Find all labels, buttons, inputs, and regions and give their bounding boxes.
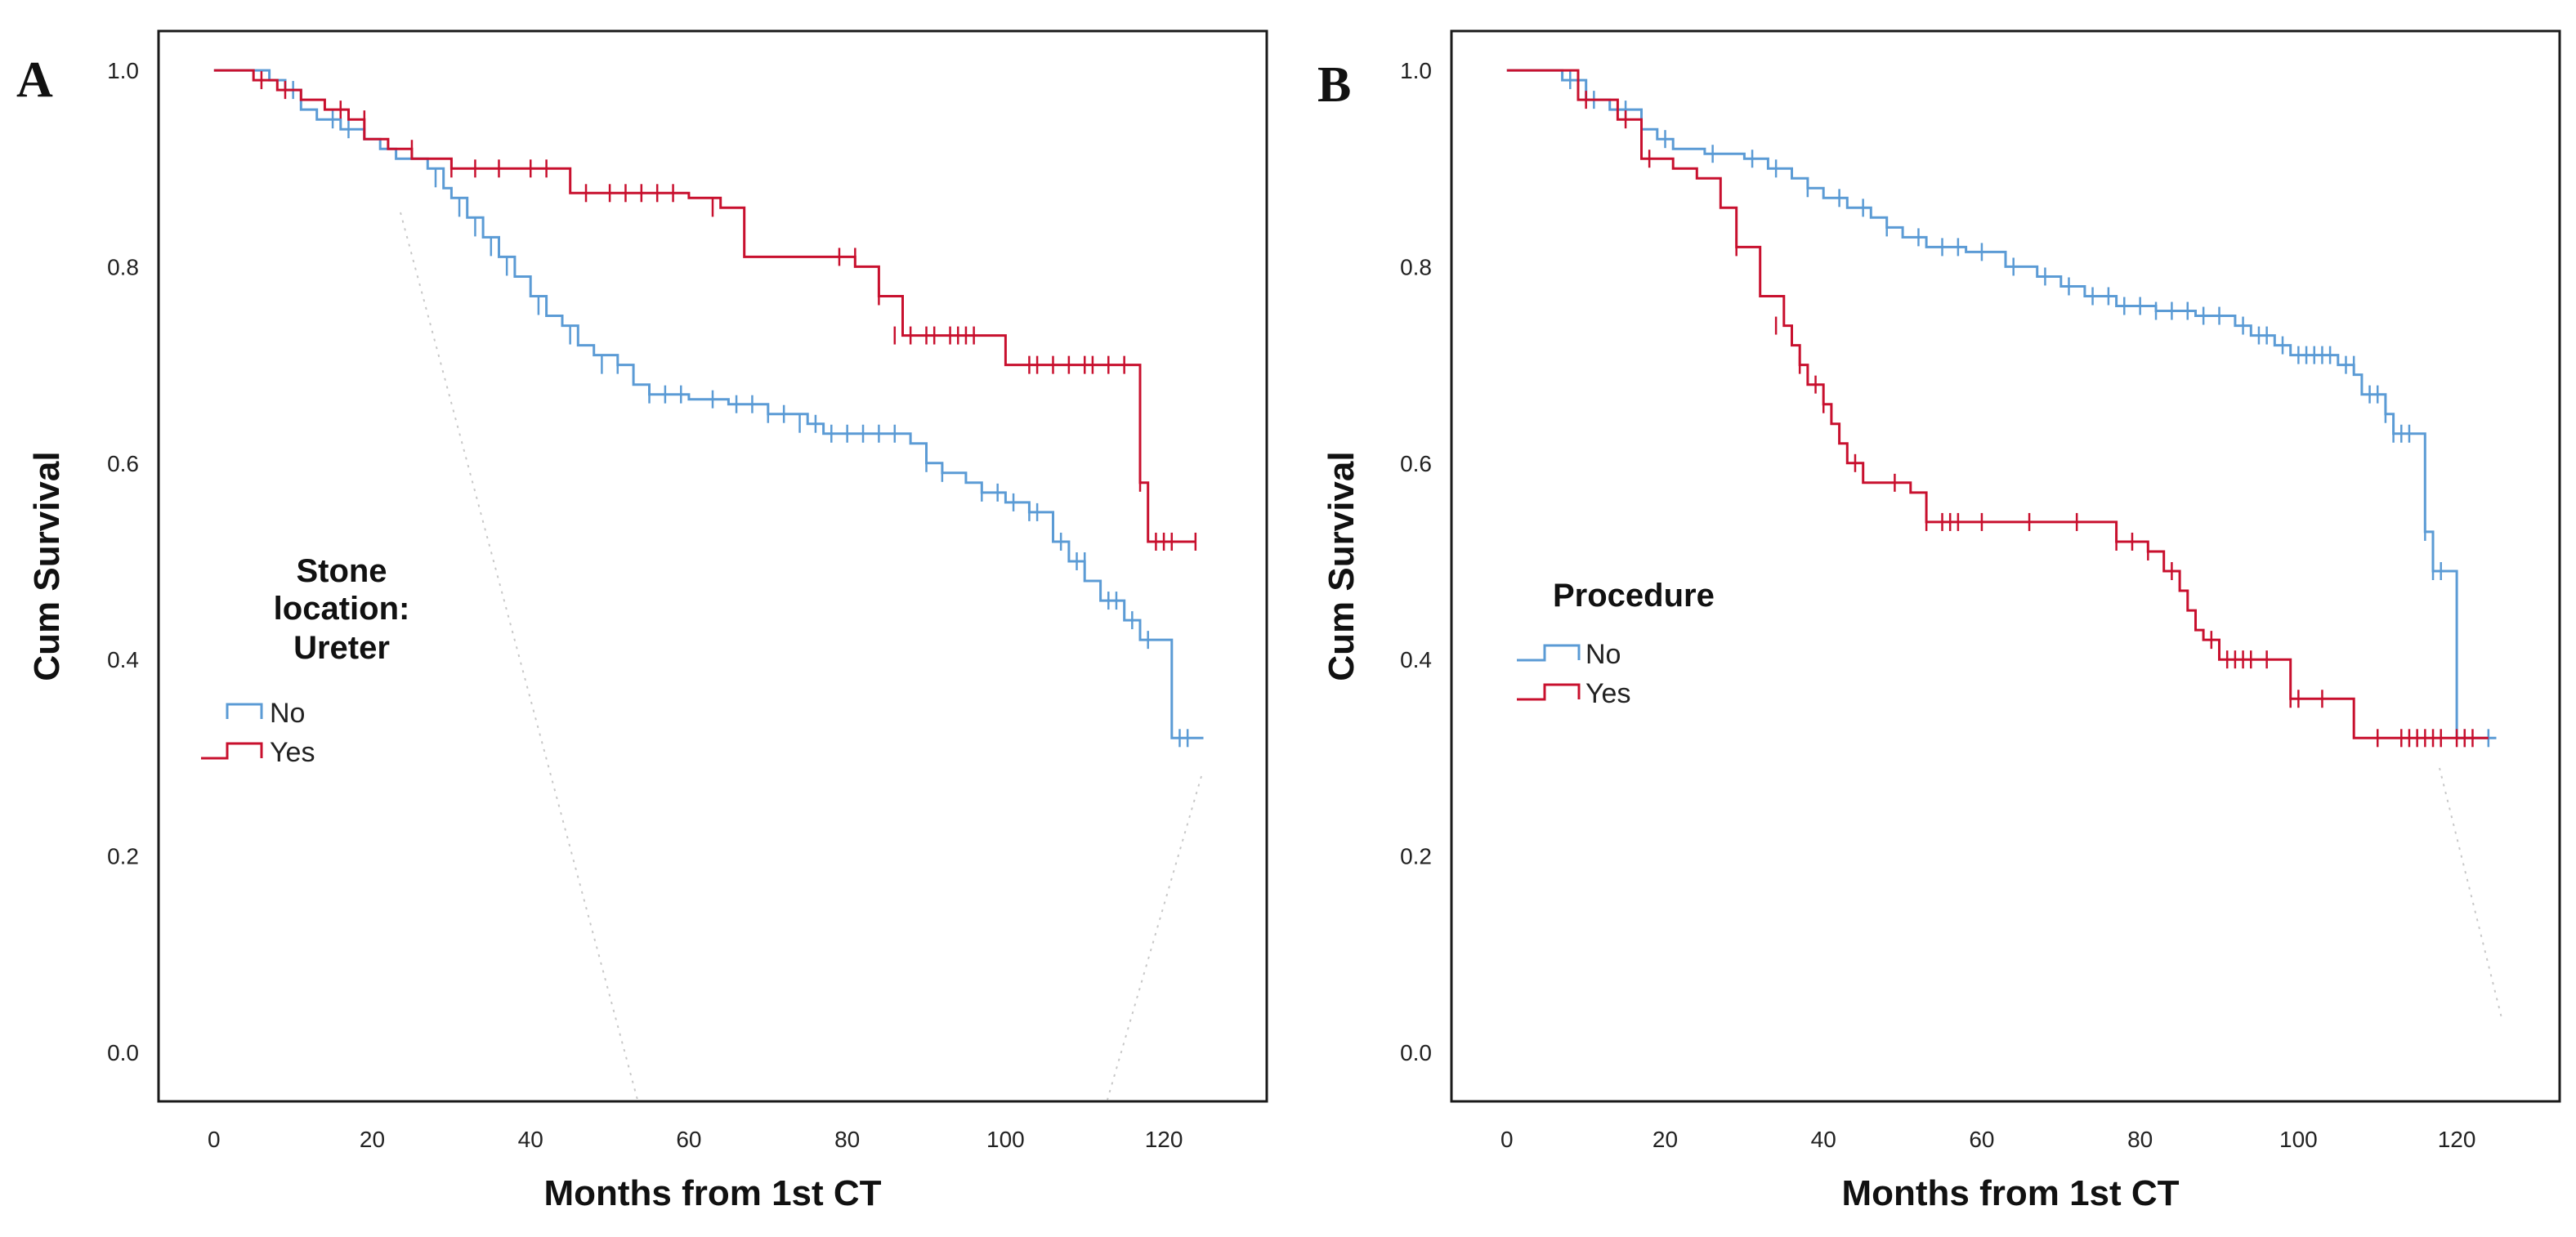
panel-a-y-ticks: 0.0 0.2 0.4 0.6 0.8 1.0 (107, 58, 139, 1065)
panel-a-curve-yes (213, 69, 1196, 543)
panel-b-x-ticks: 0 20 40 60 80 100 120 (1500, 1127, 2475, 1152)
panel-b-y-tick-label: 0.4 (1400, 647, 1432, 672)
panel-b-legend-title: Procedure (1553, 578, 1715, 614)
panel-b-curve-yes (1506, 69, 2489, 739)
panel-b-series (1506, 69, 2497, 748)
panel-a-legend-label-no: No (270, 698, 305, 729)
panel-b-legend: Procedure No Yes (1517, 578, 1715, 709)
panel-b-x-tick-label: 100 (2279, 1127, 2318, 1152)
panel-b-y-axis-title: Cum Survival (1322, 451, 1362, 681)
panel-a-legend-title-line-3: Ureter (293, 630, 390, 666)
panel-b-y-tick-label: 0.8 (1400, 254, 1432, 279)
panel-a-legend-swatch-no (226, 703, 263, 719)
panel-a-legend-swatch-yes (201, 742, 263, 760)
panel-a-dotted-guide-left (400, 212, 638, 1101)
panel-a-y-axis-title: Cum Survival (27, 451, 67, 681)
panel-a-x-tick-label: 60 (676, 1127, 701, 1152)
panel-a-curve-no (213, 69, 1204, 739)
panel-a-y-tick-label: 0.6 (107, 451, 139, 476)
panel-a-legend: Stone location: Ureter No Yes (201, 553, 409, 768)
panel-a-x-tick-label: 80 (834, 1127, 860, 1152)
panel-b-x-tick-label: 120 (2438, 1127, 2476, 1152)
panel-b-x-tick-label: 0 (1500, 1127, 1514, 1152)
panel-a-legend-title-line-1: Stone (296, 553, 387, 589)
panel-b-y-ticks: 0.0 0.2 0.4 0.6 0.8 1.0 (1400, 58, 1432, 1065)
panel-a-x-axis-title: Months from 1st CT (543, 1173, 881, 1213)
panel-a-legend-label-yes: Yes (270, 737, 315, 768)
panel-b-label: B (1317, 57, 1351, 113)
panel-b-legend-swatch-no (1517, 644, 1581, 662)
panel-b: B Cum Survival Months from 1st CT 0.0 0.2… (1317, 29, 2561, 1213)
panel-b-y-tick-label: 0.2 (1400, 844, 1432, 869)
panel-b-y-tick-label: 0.0 (1400, 1040, 1432, 1065)
panel-b-y-tick-label: 1.0 (1400, 58, 1432, 83)
panel-b-x-tick-label: 40 (1811, 1127, 1836, 1152)
panel-b-y-tick-label: 0.6 (1400, 451, 1432, 476)
panel-a-series (213, 69, 1204, 748)
panel-a-y-tick-label: 0.8 (107, 254, 139, 279)
panel-b-legend-label-no: No (1585, 639, 1621, 670)
panel-a-x-tick-label: 100 (986, 1127, 1025, 1152)
panel-b-frame (1450, 29, 2561, 1103)
panel-b-legend-label-yes: Yes (1585, 678, 1630, 709)
panel-a-y-tick-label: 0.0 (107, 1040, 139, 1065)
panel-b-legend-swatch-yes (1517, 683, 1581, 701)
panel-b-x-axis-title: Months from 1st CT (1841, 1173, 2179, 1213)
panel-a-x-tick-label: 20 (360, 1127, 385, 1152)
panel-a-y-tick-label: 0.2 (107, 844, 139, 869)
panel-a-label: A (16, 52, 53, 108)
panel-a-legend-title-line-2: location: (274, 591, 410, 627)
panel-a-x-tick-label: 120 (1145, 1127, 1183, 1152)
panel-b-x-tick-label: 60 (1969, 1127, 1994, 1152)
panel-a-y-tick-label: 0.4 (107, 647, 139, 672)
panel-a-x-ticks: 0 20 40 60 80 100 120 (208, 1127, 1183, 1152)
panel-b-x-tick-label: 80 (2127, 1127, 2153, 1152)
panel-a-x-tick-label: 0 (208, 1127, 221, 1152)
panel-b-curve-no (1506, 69, 2497, 739)
panel-b-x-tick-label: 20 (1652, 1127, 1678, 1152)
panel-a-x-tick-label: 40 (518, 1127, 543, 1152)
panel-a: A Cum Survival Months from 1st CT 0.0 0.2… (16, 29, 1268, 1213)
panel-a-y-tick-label: 1.0 (107, 58, 139, 83)
